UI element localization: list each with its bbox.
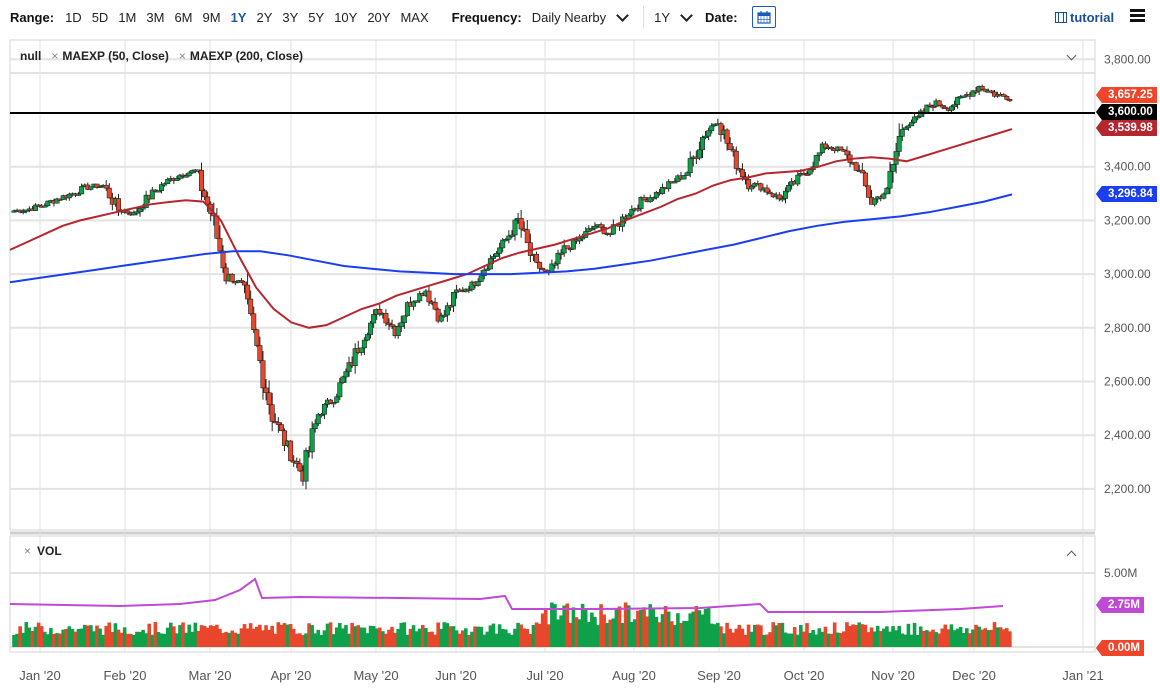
value-tag: 2.75M bbox=[1096, 597, 1144, 613]
value-tag: 3,657.25 bbox=[1096, 87, 1157, 103]
y-tick-label: 3,400.00 bbox=[1104, 160, 1151, 174]
value-tag: 3,600.00 bbox=[1096, 104, 1157, 120]
range-2y[interactable]: 2Y bbox=[256, 9, 273, 25]
y-tick-label: 2,600.00 bbox=[1104, 375, 1151, 389]
x-tick-label: Jul '20 bbox=[526, 668, 563, 683]
x-tick-label: May '20 bbox=[353, 668, 398, 683]
frequency-selector[interactable]: Frequency: Daily Nearby bbox=[451, 8, 638, 25]
calendar-button[interactable] bbox=[751, 6, 776, 28]
tutorial-link[interactable]: tutorial bbox=[1055, 10, 1114, 25]
date-label: Date: bbox=[705, 9, 738, 25]
x-tick-label: Jun '20 bbox=[435, 668, 477, 683]
value-tag: 3,296.84 bbox=[1096, 186, 1157, 202]
range-9m[interactable]: 9M bbox=[202, 9, 221, 25]
y-tick-label: 2,200.00 bbox=[1104, 482, 1151, 496]
range-3m[interactable]: 3M bbox=[146, 9, 165, 25]
x-tick-label: Sep '20 bbox=[697, 668, 741, 683]
volume-label: VOL bbox=[37, 544, 62, 558]
y-tick-label: 3,800.00 bbox=[1104, 52, 1151, 66]
divider bbox=[643, 6, 645, 28]
period-value: 1Y bbox=[654, 9, 671, 25]
remove-indicator-icon[interactable]: × bbox=[51, 49, 59, 63]
range-3y[interactable]: 3Y bbox=[282, 9, 299, 25]
film-icon bbox=[1055, 12, 1067, 23]
y-tick-label: 3,000.00 bbox=[1104, 267, 1151, 281]
range-5y[interactable]: 5Y bbox=[308, 9, 325, 25]
x-tick-label: Jan '20 bbox=[19, 668, 61, 683]
toolbar: Range: 1D 5D 1M 3M 6M 9M 1Y 2Y 3Y 5Y 10Y 20Y MAX Fre… bbox=[0, 0, 1160, 34]
x-tick-label: Mar '20 bbox=[189, 668, 232, 683]
range-buttons: 1D 5D 1M 3M 6M 9M 1Y 2Y 3Y 5Y 10Y 20Y MAX bbox=[60, 10, 434, 25]
y-tick-label: 3,200.00 bbox=[1104, 213, 1151, 227]
x-tick-label: Feb '20 bbox=[104, 668, 147, 683]
hamburger-icon-bar bbox=[1130, 14, 1145, 17]
range-1d[interactable]: 1D bbox=[65, 9, 82, 25]
value-tag: 3,539.98 bbox=[1096, 120, 1157, 136]
range-1y[interactable]: 1Y bbox=[230, 9, 247, 25]
value-tag: 0.00M bbox=[1096, 640, 1144, 656]
range-1m[interactable]: 1M bbox=[118, 9, 137, 25]
remove-indicator-icon[interactable]: × bbox=[178, 49, 186, 63]
remove-volume-icon[interactable]: × bbox=[24, 544, 32, 558]
x-tick-label: Apr '20 bbox=[271, 668, 312, 683]
frequency-label: Frequency: bbox=[451, 9, 522, 25]
y-tick-label: 2,800.00 bbox=[1104, 321, 1151, 335]
frequency-value: Daily Nearby bbox=[531, 9, 607, 25]
tutorial-label: tutorial bbox=[1070, 10, 1115, 25]
hamburger-icon bbox=[1130, 9, 1145, 12]
indicator-label: MAEXP (50, Close) bbox=[62, 49, 169, 63]
volume-tick-label: 5.00M bbox=[1104, 566, 1137, 580]
range-label: Range: bbox=[10, 9, 55, 25]
series-name: null bbox=[20, 49, 42, 63]
x-tick-label: Aug '20 bbox=[612, 668, 656, 683]
chart-legend: null × MAEXP (50, Close) × MAEXP (200, Clo… bbox=[20, 49, 303, 63]
indicator-ma200: × MAEXP (200, Close) bbox=[179, 49, 303, 63]
volume-legend: × VOL bbox=[24, 544, 62, 558]
indicator-label: MAEXP (200, Close) bbox=[189, 49, 303, 63]
hamburger-icon-bar bbox=[1130, 19, 1145, 22]
indicator-ma50: × MAEXP (50, Close) bbox=[51, 49, 169, 63]
x-tick-label: Jan '21 bbox=[1062, 668, 1104, 683]
range-5d[interactable]: 5D bbox=[91, 9, 109, 25]
calendar-icon bbox=[756, 11, 771, 24]
x-tick-label: Dec '20 bbox=[952, 668, 996, 683]
range-20y[interactable]: 20Y bbox=[367, 9, 391, 25]
x-tick-label: Nov '20 bbox=[871, 668, 915, 683]
range-max[interactable]: MAX bbox=[400, 9, 429, 25]
range-10y[interactable]: 10Y bbox=[334, 9, 358, 25]
menu-button[interactable] bbox=[1130, 9, 1145, 24]
y-tick-label: 2,400.00 bbox=[1104, 428, 1151, 442]
period-selector[interactable]: 1Y bbox=[654, 8, 701, 25]
x-tick-label: Oct '20 bbox=[784, 668, 825, 683]
range-6m[interactable]: 6M bbox=[174, 9, 193, 25]
